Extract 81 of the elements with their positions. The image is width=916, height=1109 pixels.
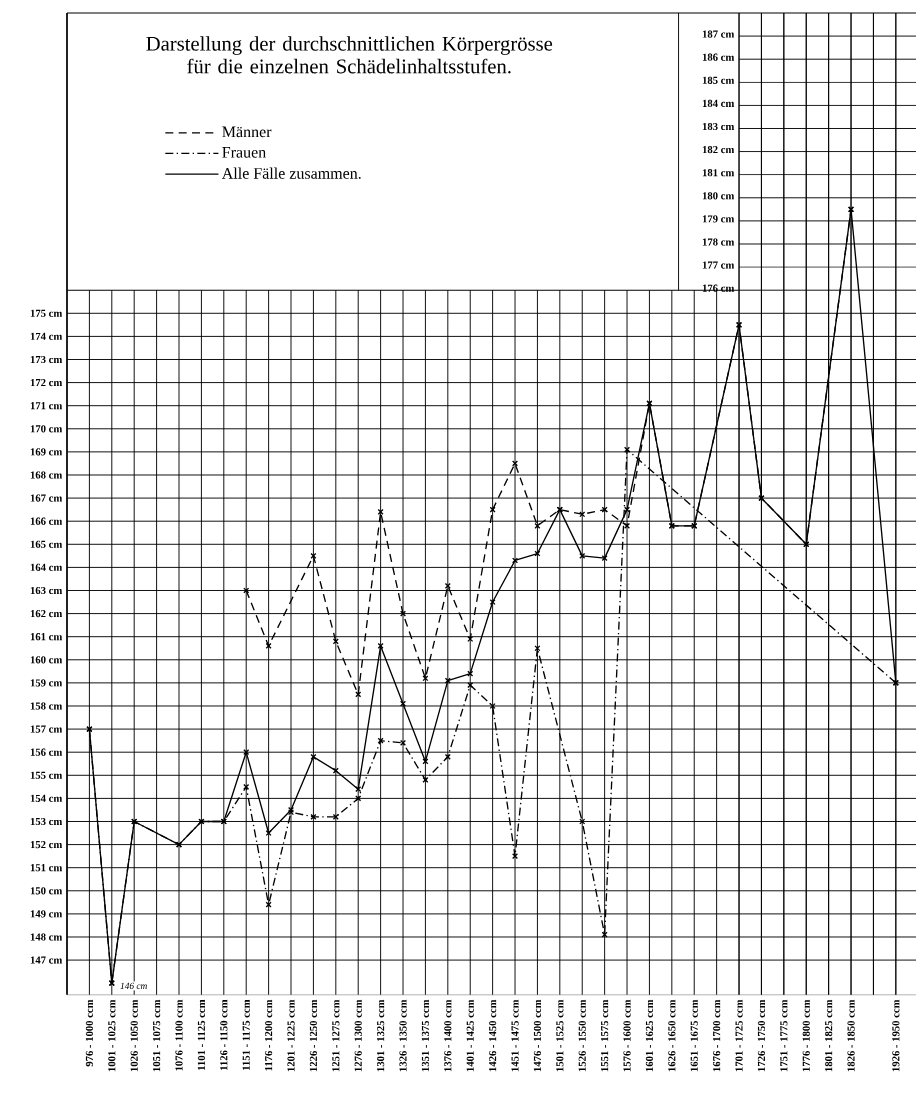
x-tick-label: 1351 - 1375 ccm	[421, 999, 429, 1072]
x-tick-label: 1126 - 1150 ccm	[220, 999, 228, 1070]
y-tick-label: 170 cm	[30, 425, 63, 433]
y-tick-label: 172 cm	[30, 379, 63, 387]
text: Darstellung der durchschnittlichen Körpergrösse für die einzelnen Schädelinhaltsstufen.	[146, 36, 553, 74]
x-tick-label: 1401 - 1425 ccm	[466, 999, 474, 1072]
x-tick-label: 1251 - 1275 ccm	[332, 999, 340, 1072]
x-tick-label: 1051 - 1075 ccm	[153, 999, 161, 1072]
x-tick-label: 1101 - 1125 ccm	[197, 999, 206, 1070]
y-tick-label: 147 cm	[30, 956, 63, 964]
x-tick-label: 1151 - 1175 ccm	[242, 999, 250, 1070]
y2-tick-label: 186 cm	[702, 53, 735, 61]
y-tick-label: 153 cm	[30, 817, 63, 826]
x-tick-label: 1801 - 1825 ccm	[825, 999, 833, 1072]
x-tick-label: 1301 - 1325 ccm	[377, 999, 385, 1072]
annotation: 146 cm	[120, 982, 147, 989]
y-tick-label: 171 cm	[30, 402, 63, 410]
x-tick-label: 1326 - 1350 ccm	[399, 999, 407, 1072]
y-tick-label: 174 cm	[30, 332, 63, 340]
legend-label: Alle Fälle zusammen.	[221, 167, 361, 179]
x-tick-label: 976 - 1000 ccm	[85, 999, 93, 1067]
x-tick-label: 1576 - 1600 ccm	[623, 999, 631, 1072]
y-tick-label: 163 cm	[30, 586, 63, 595]
y2-tick-label: 184 cm	[702, 99, 735, 107]
y-tick-label: 165 cm	[30, 540, 63, 548]
x-tick-label: 1926 - 1950 ccm	[892, 999, 900, 1072]
x-tick-label: 1501 - 1525 ccm	[556, 999, 564, 1072]
x-tick-label: 1626 - 1650 ccm	[668, 999, 676, 1072]
y-tick-label: 160 cm	[30, 656, 63, 664]
x-tick-label: 1551 - 1575 ccm	[601, 999, 609, 1072]
x-tick-label: 1001 - 1025 ccm	[108, 999, 116, 1072]
x-tick-label: 1076 - 1100 ccm	[175, 999, 183, 1071]
x-tick-label: 1751 - 1775 ccm	[780, 999, 788, 1072]
y2-tick-label: 180 cm	[702, 192, 735, 200]
x-tick-label: 1276 - 1300 ccm	[354, 999, 362, 1072]
y-tick-label: 173 cm	[30, 355, 63, 364]
y2-tick-label: 177 cm	[702, 261, 735, 269]
y-tick-label: 148 cm	[30, 933, 63, 941]
y-tick-label: 162 cm	[30, 610, 63, 618]
x-tick-label: 1676 - 1700 ccm	[713, 999, 721, 1072]
x-tick-label: 1776 - 1800 ccm	[802, 999, 810, 1072]
legend-label: Männer	[222, 126, 272, 138]
x-tick-label: 1176 - 1200 ccm	[265, 999, 273, 1071]
x-tick-label: 1451 - 1475 ccm	[511, 999, 519, 1072]
y2-tick-label: 179 cm	[702, 215, 735, 223]
x-tick-label: 1226 - 1250 ccm	[309, 999, 318, 1072]
x-tick-label: 1651 - 1675 ccm	[690, 999, 698, 1072]
y-tick-label: 166 cm	[30, 517, 63, 525]
y-tick-label: 152 cm	[30, 841, 63, 849]
y-tick-label: 175 cm	[30, 309, 63, 317]
x-tick-label: 1701 - 1725 ccm	[735, 999, 743, 1072]
y-tick-label: 149 cm	[30, 910, 63, 918]
x-tick-label: 1376 - 1400 ccm	[444, 999, 452, 1072]
x-tick-label: 1476 - 1500 ccm	[533, 999, 542, 1072]
y2-tick-label: 178 cm	[702, 238, 735, 246]
y2-tick-label: 182 cm	[702, 146, 735, 154]
x-tick-label: 1026 - 1050 ccm	[130, 999, 138, 1072]
y-tick-label: 151 cm	[30, 864, 63, 872]
legend-label: Frauen	[222, 147, 266, 158]
y-tick-label: 154 cm	[30, 794, 63, 802]
y-tick-label: 159 cm	[30, 679, 63, 687]
y-tick-label: 161 cm	[30, 633, 63, 641]
x-tick-label: 1426 - 1450 ccm	[489, 999, 497, 1072]
y-tick-label: 158 cm	[30, 702, 63, 710]
y-tick-label: 164 cm	[30, 563, 63, 571]
x-tick-label: 1201 - 1225 ccm	[287, 999, 295, 1072]
x-tick-label: 1726 - 1750 ccm	[757, 999, 766, 1072]
x-tick-label: 1526 - 1550 ccm	[578, 999, 586, 1072]
y-tick-label: 156 cm	[30, 748, 63, 756]
y2-tick-label: 183 cm	[702, 122, 735, 131]
y-tick-label: 155 cm	[30, 771, 63, 779]
y-tick-label: 167 cm	[30, 494, 63, 502]
x-tick-label: 1826 - 1850 ccm	[847, 999, 855, 1072]
x-tick-label: 1601 - 1625 ccm	[645, 999, 654, 1072]
y-tick-label: 157 cm	[30, 725, 63, 733]
y2-tick-label: 185 cm	[702, 76, 735, 84]
y-tick-label: 168 cm	[30, 471, 63, 479]
y2-tick-label: 181 cm	[702, 169, 735, 177]
y-tick-label: 150 cm	[30, 887, 63, 895]
y-tick-label: 169 cm	[30, 448, 63, 456]
y2-tick-label: 187 cm	[702, 30, 735, 38]
